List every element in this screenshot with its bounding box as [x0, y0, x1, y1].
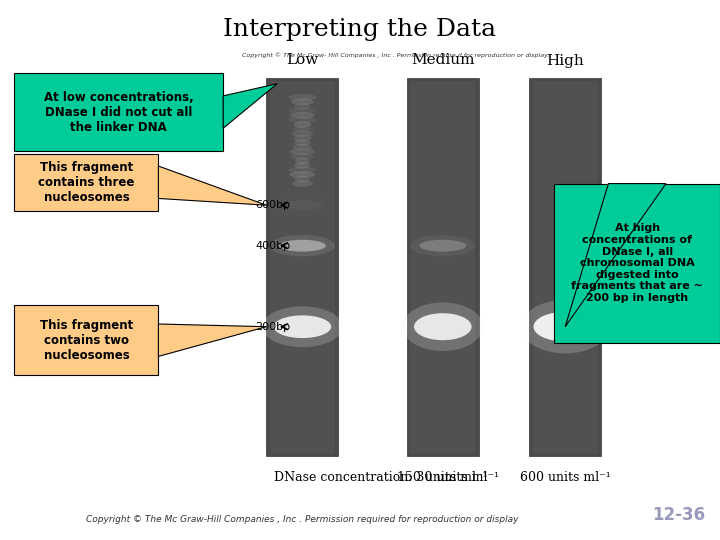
Ellipse shape [288, 94, 317, 100]
Text: 12-36: 12-36 [652, 506, 706, 524]
Polygon shape [223, 84, 277, 128]
FancyBboxPatch shape [14, 305, 158, 375]
Ellipse shape [292, 144, 312, 151]
Ellipse shape [289, 171, 315, 178]
FancyBboxPatch shape [529, 78, 601, 456]
Text: DNase concentration: 30 units ml⁻¹: DNase concentration: 30 units ml⁻¹ [274, 471, 499, 484]
Ellipse shape [410, 235, 475, 256]
Ellipse shape [279, 240, 325, 252]
Ellipse shape [294, 122, 311, 128]
Ellipse shape [290, 112, 315, 119]
Ellipse shape [294, 162, 311, 168]
Text: 150 units ml⁻¹: 150 units ml⁻¹ [397, 471, 488, 484]
Ellipse shape [294, 139, 310, 146]
Text: 400bp: 400bp [256, 241, 291, 251]
Text: Low: Low [287, 53, 318, 68]
Ellipse shape [274, 197, 330, 214]
Ellipse shape [294, 126, 311, 132]
Text: At high
concentrations of
DNase I, all
chromosomal DNA
digested into
fragments t: At high concentrations of DNase I, all c… [571, 224, 703, 303]
Ellipse shape [282, 200, 323, 210]
Ellipse shape [292, 153, 313, 159]
Text: 600bp: 600bp [256, 200, 291, 210]
Ellipse shape [402, 302, 483, 351]
Text: Copyright © The Mc Grow- Hill Companies , Inc . Permission require d for reprodu: Copyright © The Mc Grow- Hill Companies … [243, 52, 549, 58]
Ellipse shape [414, 313, 472, 340]
Ellipse shape [289, 167, 316, 173]
Polygon shape [158, 324, 266, 356]
Ellipse shape [288, 117, 317, 123]
Polygon shape [158, 166, 266, 205]
Polygon shape [565, 184, 666, 327]
FancyBboxPatch shape [407, 78, 479, 456]
Text: Medium: Medium [411, 53, 474, 68]
Ellipse shape [534, 312, 597, 341]
Ellipse shape [295, 158, 310, 164]
Ellipse shape [293, 135, 312, 141]
Text: This fragment
contains three
nucleosomes: This fragment contains three nucleosomes [38, 161, 135, 204]
Ellipse shape [291, 98, 314, 105]
FancyBboxPatch shape [533, 81, 598, 454]
Text: At low concentrations,
DNase I did not cut all
the linker DNA: At low concentrations, DNase I did not c… [44, 91, 194, 133]
Ellipse shape [269, 235, 335, 256]
FancyBboxPatch shape [14, 154, 158, 211]
Text: Copyright © The Mc Graw-Hill Companies , Inc . Permission required for reproduct: Copyright © The Mc Graw-Hill Companies ,… [86, 515, 518, 524]
Ellipse shape [274, 315, 331, 338]
Text: Interpreting the Data: Interpreting the Data [223, 18, 497, 41]
Text: This fragment
contains two
nucleosomes: This fragment contains two nucleosomes [40, 319, 133, 362]
Text: High: High [546, 53, 584, 68]
FancyBboxPatch shape [410, 81, 475, 454]
Ellipse shape [294, 103, 311, 110]
Ellipse shape [521, 300, 610, 353]
Ellipse shape [292, 130, 313, 137]
FancyBboxPatch shape [270, 81, 335, 454]
Text: 200bp: 200bp [256, 322, 291, 332]
Ellipse shape [262, 306, 343, 347]
FancyBboxPatch shape [14, 73, 223, 151]
Ellipse shape [289, 148, 315, 155]
Ellipse shape [419, 240, 467, 252]
Ellipse shape [294, 176, 310, 183]
Ellipse shape [292, 180, 312, 187]
FancyBboxPatch shape [266, 78, 338, 456]
Ellipse shape [289, 107, 316, 114]
FancyBboxPatch shape [554, 184, 720, 343]
Text: 600 units ml⁻¹: 600 units ml⁻¹ [520, 471, 611, 484]
